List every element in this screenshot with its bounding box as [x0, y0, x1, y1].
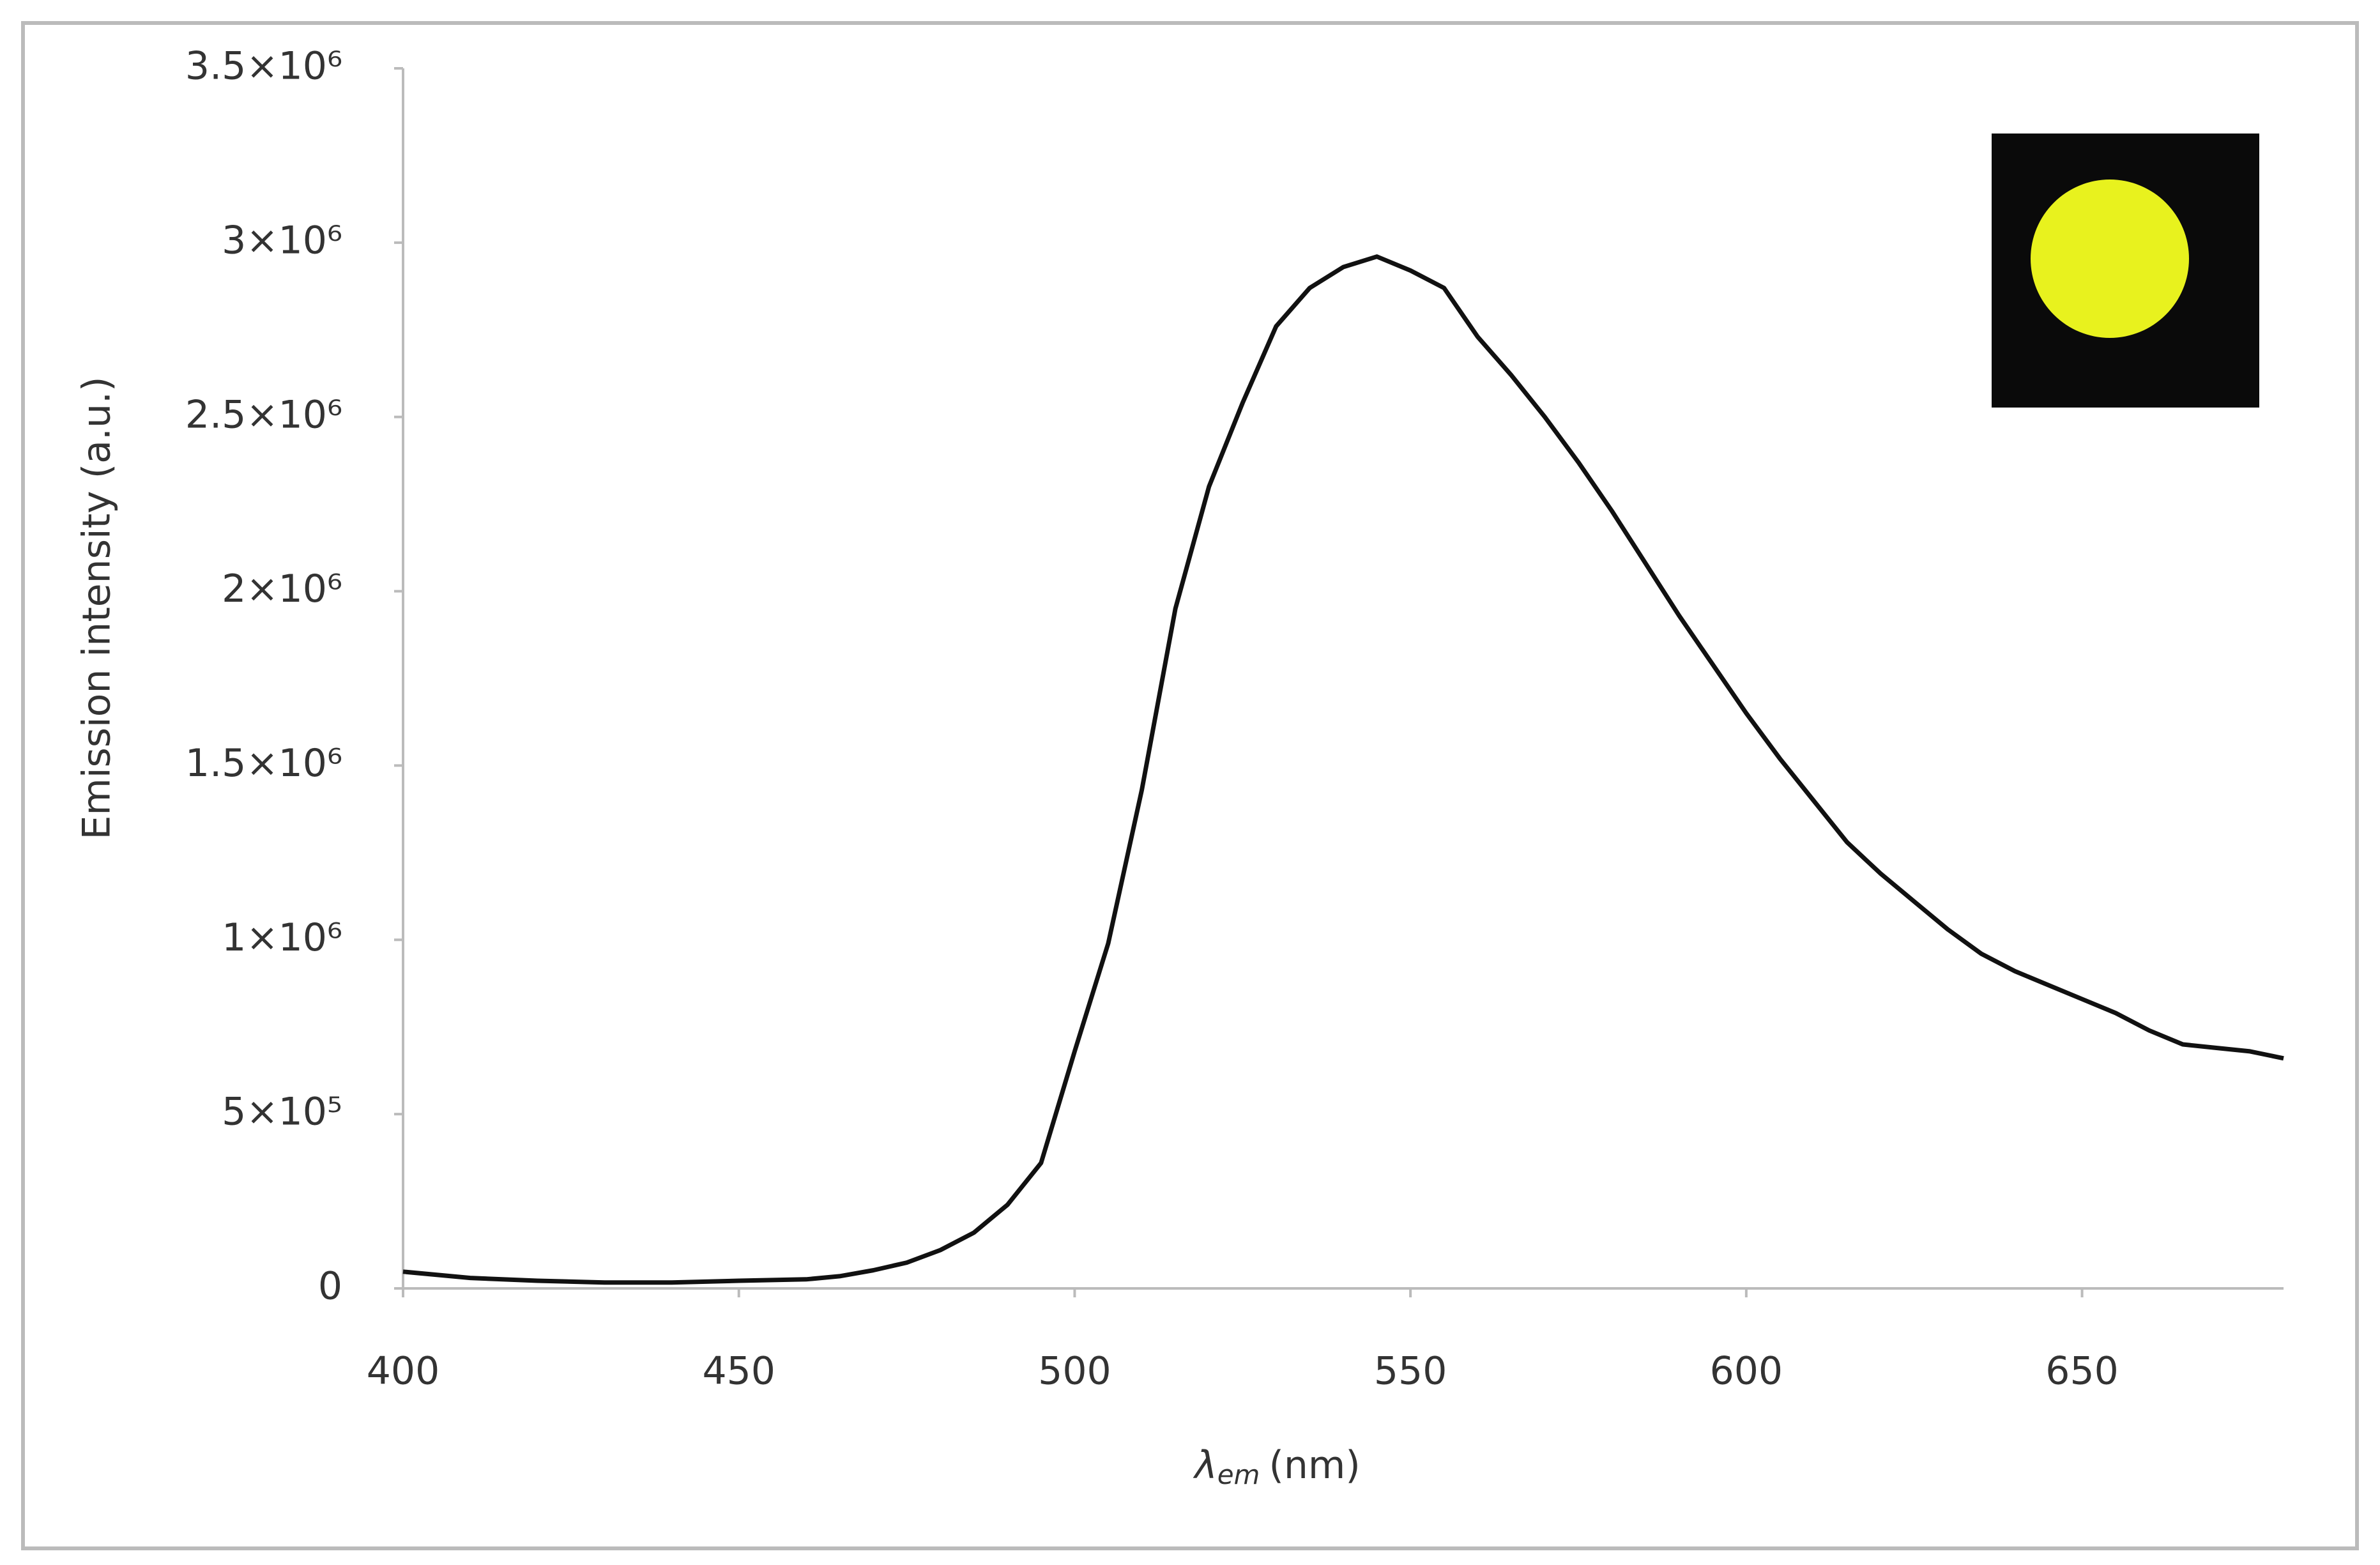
x-axis-title: λem (nm) [1193, 1443, 1361, 1490]
inset-sample [2031, 179, 2189, 338]
y-tick-label: 3×10⁶ [222, 218, 342, 263]
x-tick-label: 650 [2045, 1349, 2119, 1394]
x-tick-label: 500 [1038, 1349, 1111, 1394]
x-tick-label: 450 [702, 1349, 775, 1394]
y-tick-label: 2.5×10⁶ [185, 392, 342, 437]
y-axis-title: Emission intensity (a.u.) [75, 377, 119, 840]
y-tick-label: 1×10⁶ [222, 915, 342, 960]
inset-photo [1992, 134, 2259, 408]
x-tick-label: 550 [1374, 1349, 1447, 1394]
line-series [402, 254, 2284, 1285]
frame [21, 21, 2359, 1550]
x-tick-label: 400 [367, 1349, 440, 1394]
y-tick-label: 5×10⁵ [222, 1090, 342, 1134]
y-tick-label: 1.5×10⁶ [185, 741, 342, 786]
y-tick-label: 3.5×10⁶ [185, 44, 342, 89]
x-title-subscript: em [1217, 1459, 1260, 1490]
x-tick-label: 600 [1710, 1349, 1783, 1394]
x-title-symbol: λ [1193, 1443, 1217, 1488]
y-tick-label: 2×10⁶ [222, 567, 342, 611]
y-tick-label: 0 [318, 1264, 342, 1309]
x-title-unit: (nm) [1269, 1443, 1360, 1488]
